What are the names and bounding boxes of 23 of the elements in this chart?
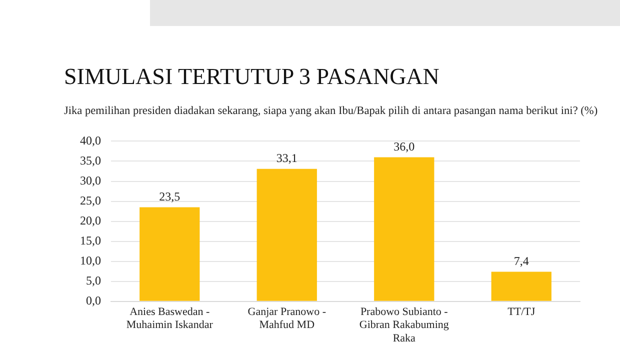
chart-subtitle: Jika pemilihan presiden diadakan sekarang, siapa yang akan Ibu/Bapak pilih di antara pasangan nama berikut ini? (%) <box>64 105 598 117</box>
y-tick-label: 40,0 <box>80 133 101 148</box>
chart-title: SIMULASI TERTUTUP 3 PASANGAN <box>64 64 440 90</box>
data-label: 33,1 <box>276 150 298 165</box>
x-tick-label: Anies Baswedan - Muhaimin Iskandar <box>126 306 214 332</box>
y-tick-label: 10,0 <box>80 254 101 268</box>
data-label: 36,0 <box>394 139 415 154</box>
bar <box>256 168 317 301</box>
y-tick-label: 15,0 <box>80 233 101 248</box>
data-label: 7,4 <box>514 254 529 268</box>
bar <box>491 272 552 301</box>
y-tick-label: 20,0 <box>80 213 101 228</box>
x-tick-label: Prabowo Subianto - Gibran Rakabuming Raka <box>359 306 450 344</box>
x-tick-label: Ganjar Pranowo - Mahfud MD <box>248 306 326 332</box>
data-label: 23,5 <box>159 189 180 204</box>
y-tick-label: 35,0 <box>80 153 101 168</box>
y-tick-label: 25,0 <box>80 193 101 208</box>
y-tick-label: 0,0 <box>86 294 101 308</box>
bar <box>140 207 200 301</box>
y-tick-label: 5,0 <box>86 274 101 288</box>
bar <box>374 157 434 301</box>
y-tick-label: 30,0 <box>80 173 101 188</box>
x-tick-label: TT/TJ <box>508 306 536 318</box>
